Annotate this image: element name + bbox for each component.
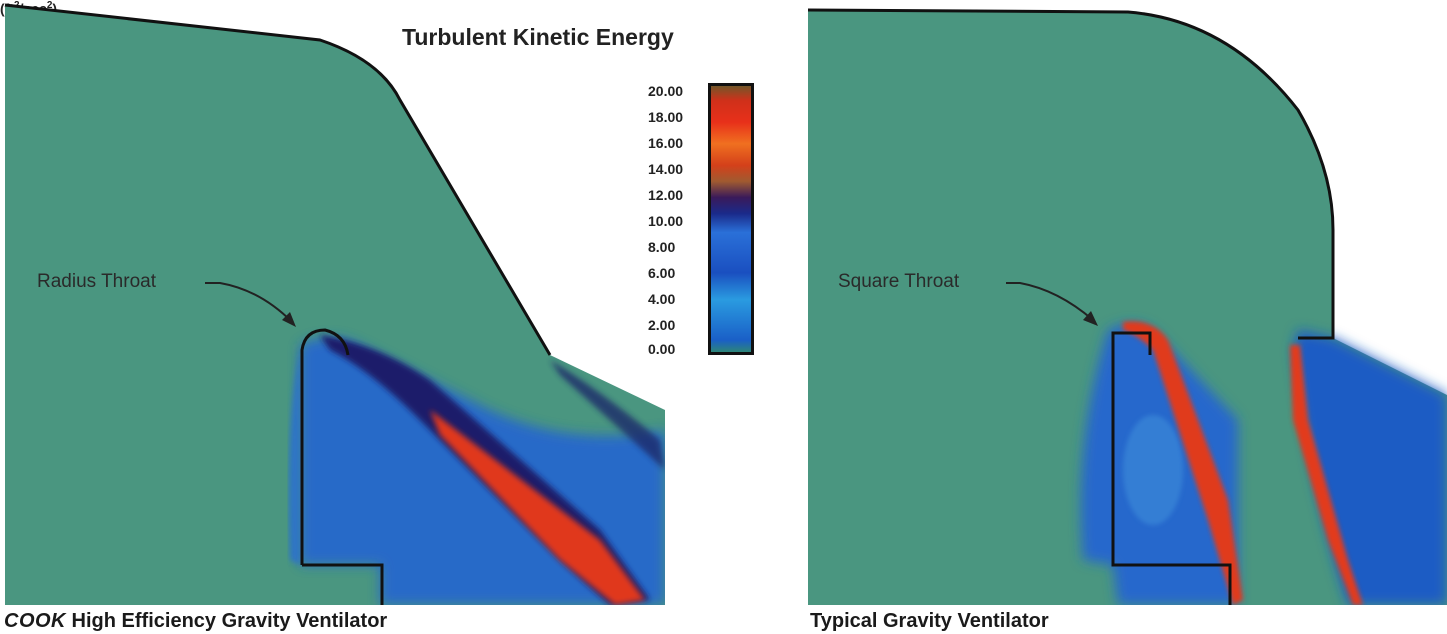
scale-tick: 4.00 (648, 291, 675, 307)
brand-name: COOK (4, 610, 66, 632)
right-cfd-panel (808, 0, 1447, 605)
left-caption: COOK High Efficiency Gravity Ventilator (4, 610, 387, 633)
right-caption: Typical Gravity Ventilator (810, 610, 1049, 633)
scale-tick: 18.00 (648, 109, 683, 125)
color-scale-bar (708, 83, 754, 355)
radius-throat-label: Radius Throat (37, 271, 156, 293)
scale-tick: 0.00 (648, 341, 675, 357)
legend-title: Turbulent Kinetic Energy (402, 24, 674, 51)
scale-tick: 10.00 (648, 213, 683, 229)
scale-tick: 8.00 (648, 239, 675, 255)
scale-tick: 6.00 (648, 265, 675, 281)
scale-tick: 14.00 (648, 161, 683, 177)
scale-tick: 12.00 (648, 187, 683, 203)
left-cfd-panel (0, 0, 665, 605)
square-throat-label: Square Throat (838, 271, 959, 293)
scale-tick: 16.00 (648, 135, 683, 151)
scale-tick: 20.00 (648, 83, 683, 99)
scale-tick: 2.00 (648, 317, 675, 333)
